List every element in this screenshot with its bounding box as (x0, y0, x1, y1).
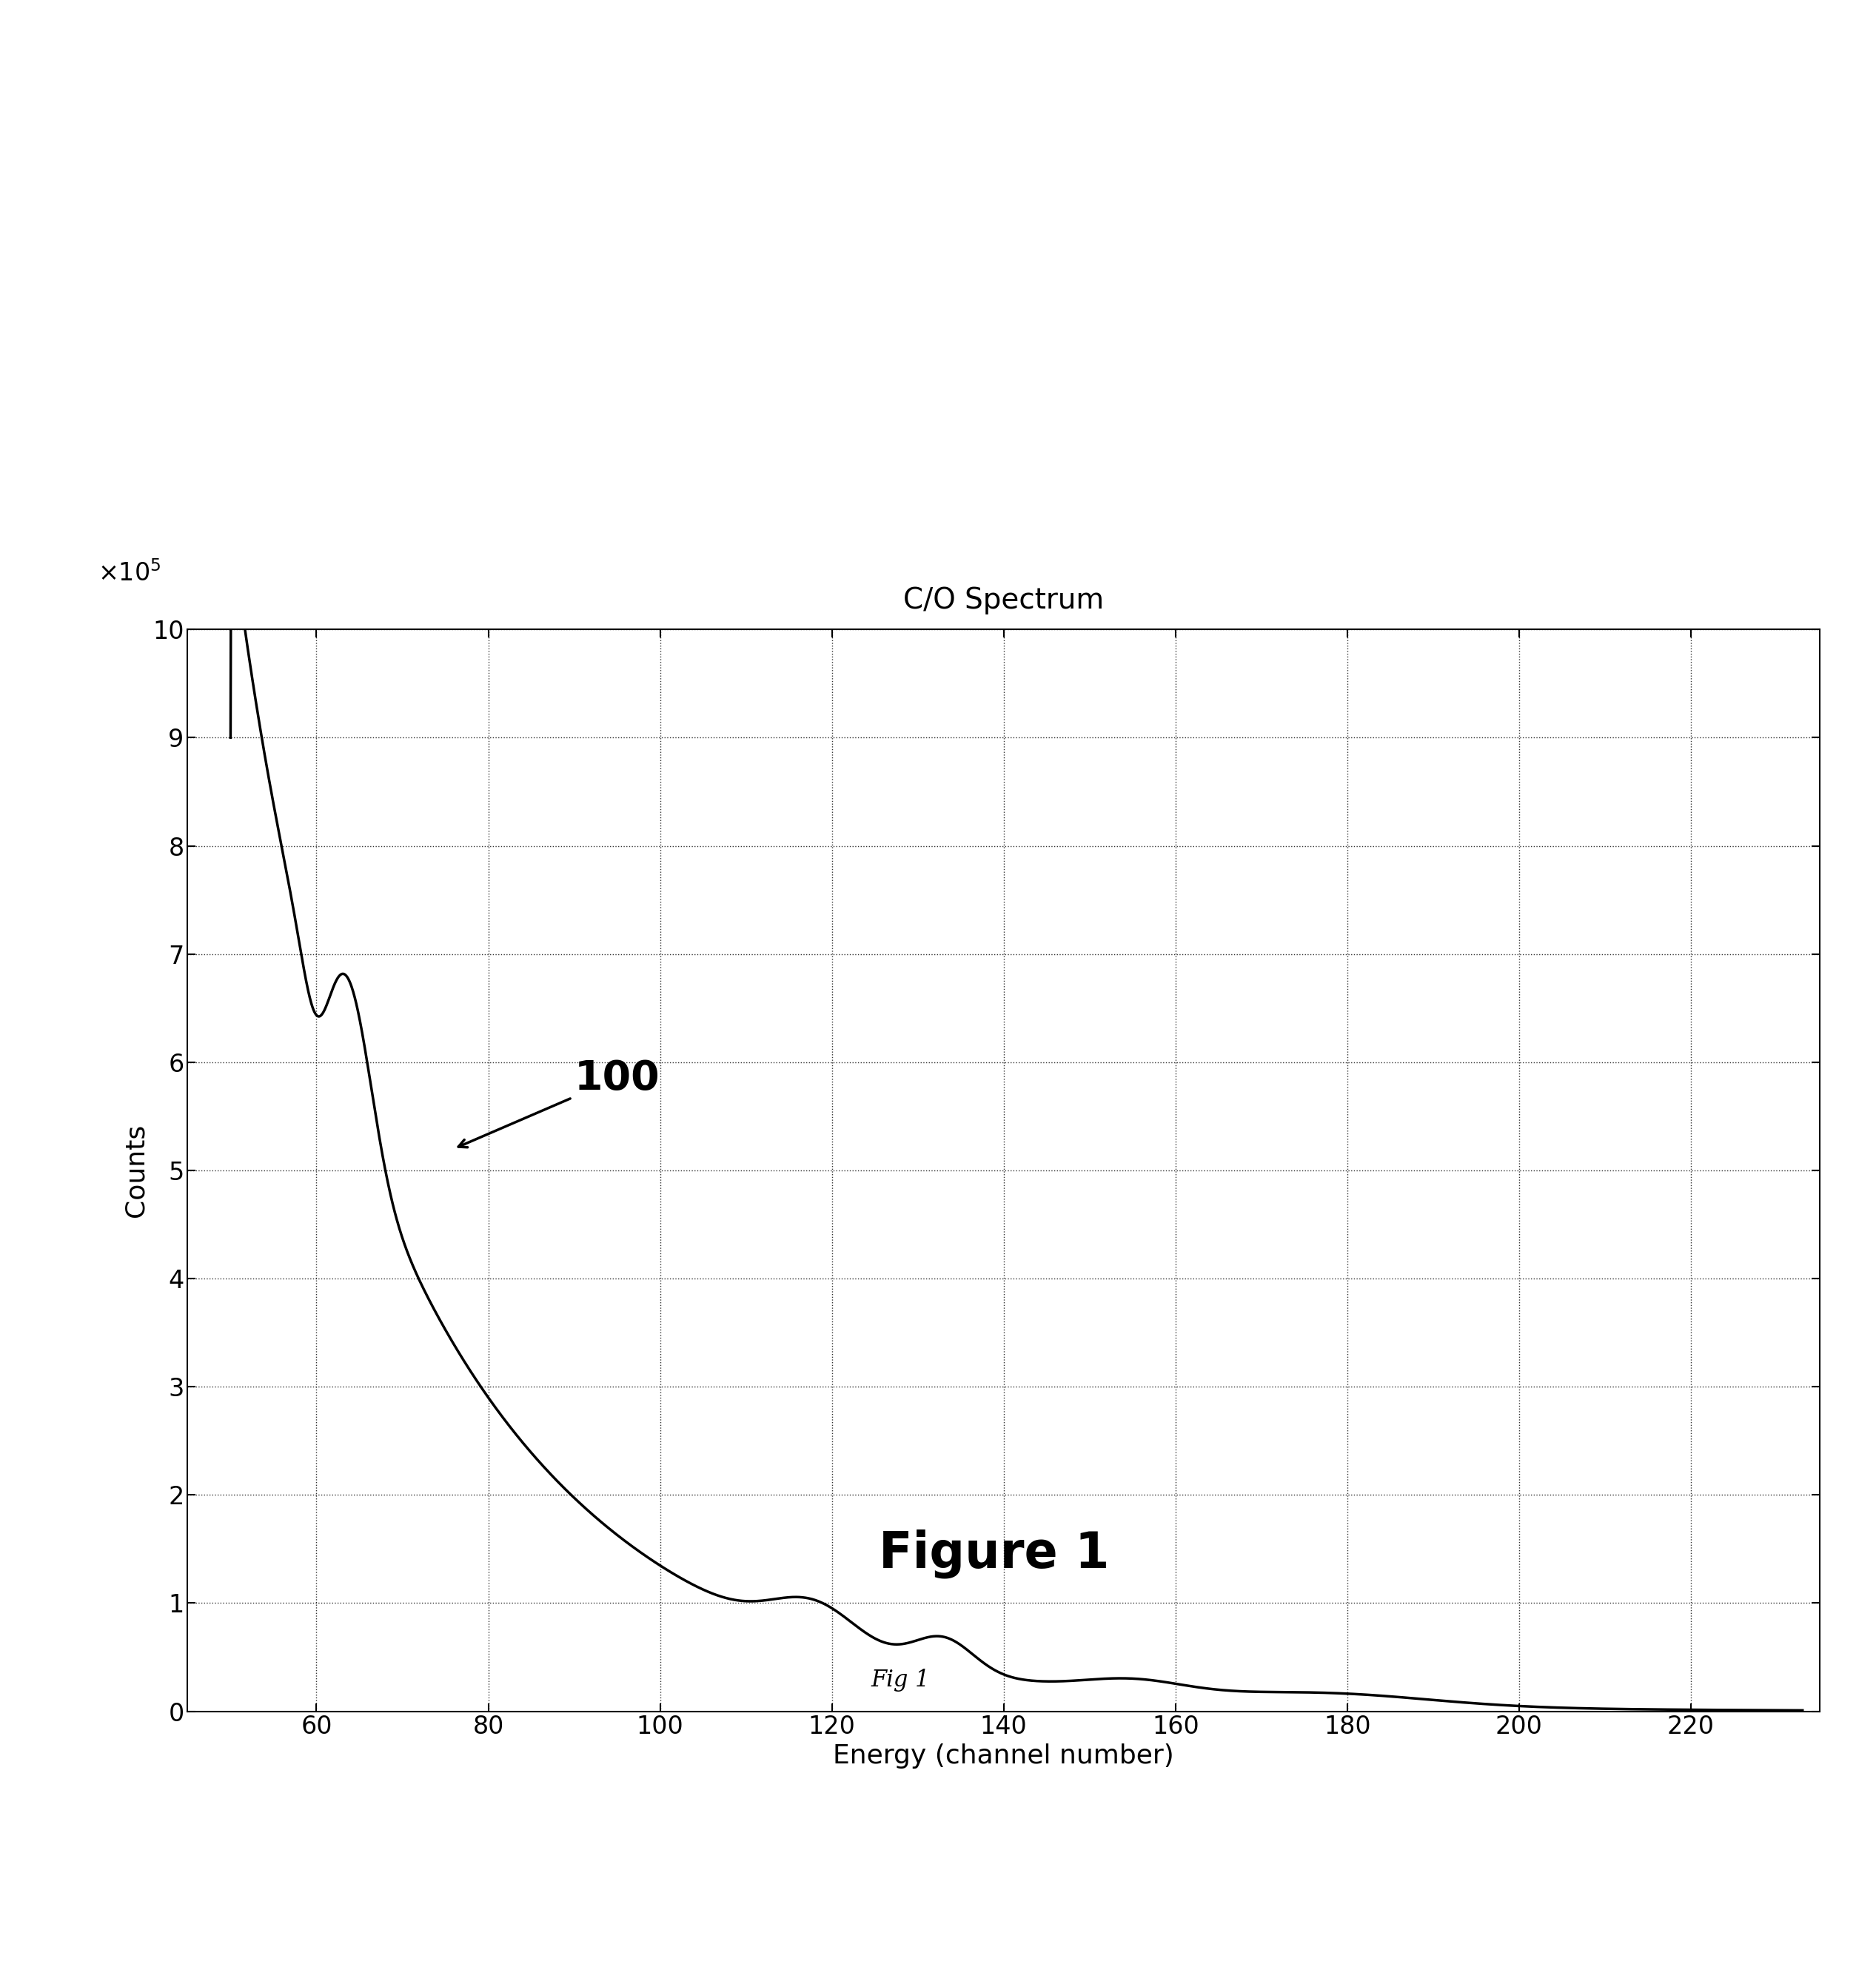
Text: Figure 1: Figure 1 (880, 1528, 1109, 1580)
Text: Fig 1: Fig 1 (870, 1668, 930, 1692)
Y-axis label: Counts: Counts (124, 1123, 148, 1218)
Text: 100: 100 (458, 1058, 660, 1147)
Title: C/O Spectrum: C/O Spectrum (904, 586, 1103, 616)
X-axis label: Energy (channel number): Energy (channel number) (833, 1743, 1174, 1768)
Text: $\times 10^5$: $\times 10^5$ (98, 561, 161, 586)
